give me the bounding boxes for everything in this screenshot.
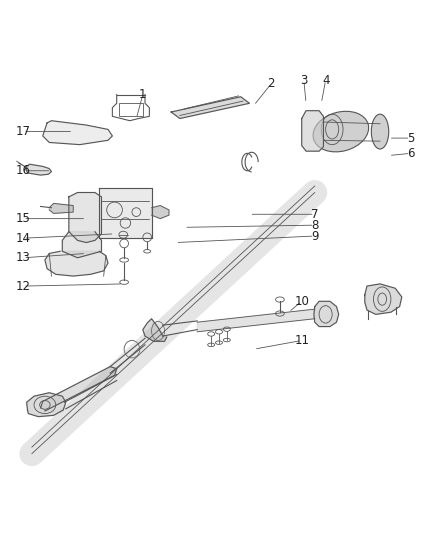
Ellipse shape	[371, 114, 389, 149]
Text: 17: 17	[16, 125, 31, 138]
Text: 14: 14	[16, 232, 31, 245]
Polygon shape	[41, 367, 117, 411]
Text: 4: 4	[322, 74, 329, 87]
Polygon shape	[302, 111, 323, 151]
Text: 6: 6	[407, 147, 414, 160]
Bar	[119, 103, 143, 116]
Text: 5: 5	[407, 132, 414, 144]
Text: 7: 7	[311, 208, 318, 221]
Text: 15: 15	[16, 212, 31, 225]
Polygon shape	[27, 393, 66, 417]
Polygon shape	[171, 97, 250, 118]
Polygon shape	[43, 120, 113, 144]
Polygon shape	[99, 188, 152, 238]
Polygon shape	[365, 284, 402, 314]
Polygon shape	[69, 192, 102, 243]
Text: 2: 2	[268, 77, 275, 90]
Text: 11: 11	[294, 334, 309, 347]
Ellipse shape	[313, 111, 369, 152]
Text: 10: 10	[294, 295, 309, 308]
Polygon shape	[152, 206, 169, 219]
Polygon shape	[314, 301, 339, 327]
Text: 1: 1	[139, 88, 147, 101]
Polygon shape	[143, 319, 167, 341]
Polygon shape	[197, 309, 315, 332]
Text: 13: 13	[16, 251, 31, 264]
Polygon shape	[45, 251, 108, 276]
Polygon shape	[25, 164, 51, 175]
Text: 8: 8	[311, 219, 318, 232]
Polygon shape	[49, 204, 73, 213]
Polygon shape	[62, 232, 102, 258]
Text: 9: 9	[311, 230, 318, 243]
Text: 16: 16	[16, 164, 31, 177]
Text: 3: 3	[300, 74, 307, 87]
Text: 12: 12	[16, 280, 31, 293]
